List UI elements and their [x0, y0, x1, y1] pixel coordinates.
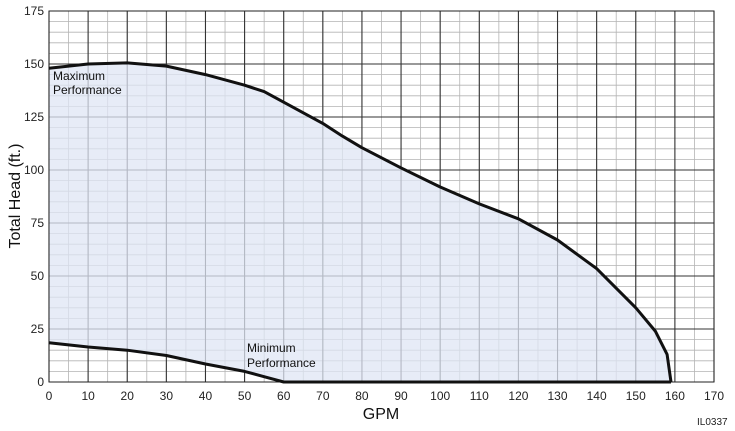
y-tick-label: 50: [31, 269, 45, 283]
y-axis-title: Total Head (ft.): [7, 144, 24, 249]
x-tick-label: 10: [81, 389, 95, 403]
min-performance-label-line2: Performance: [247, 356, 316, 370]
x-tick-label: 20: [121, 389, 135, 403]
y-tick-label: 75: [31, 216, 45, 230]
x-axis-title: GPM: [363, 406, 399, 423]
minimum-performance-curve: [48, 341, 671, 384]
x-tick-label: 140: [587, 389, 607, 403]
max-performance-label-line2: Performance: [53, 83, 122, 97]
x-tick-label: 70: [316, 389, 330, 403]
x-tick-label: 100: [430, 389, 450, 403]
y-tick-label: 150: [24, 57, 44, 71]
y-tick-label: 25: [31, 322, 45, 336]
x-tick-label: 130: [548, 389, 568, 403]
y-tick-label: 175: [24, 4, 44, 18]
x-tick-label: 30: [160, 389, 174, 403]
x-tick-label: 160: [665, 389, 685, 403]
x-tick-label: 170: [704, 389, 724, 403]
max-performance-label-line1: Maximum: [53, 69, 105, 83]
x-tick-labels: 0 10 20 30 40 50 60 70 80 90 100 110 120 130 140 150 160…: [46, 389, 725, 403]
x-tick-label: 50: [238, 389, 252, 403]
x-tick-label: 60: [277, 389, 291, 403]
x-tick-label: 0: [46, 389, 53, 403]
x-tick-label: 90: [394, 389, 408, 403]
y-tick-label: 125: [24, 110, 44, 124]
x-tick-label: 110: [470, 389, 489, 403]
x-tick-label: 150: [626, 389, 646, 403]
y-tick-label: 0: [37, 375, 44, 389]
figure-id: IL0337: [697, 417, 728, 428]
operating-range-fill: [49, 62, 671, 383]
x-tick-label: 120: [508, 389, 528, 403]
x-tick-label: 80: [355, 389, 369, 403]
maximum-performance-curve: [48, 61, 673, 383]
y-tick-labels: 0 25 50 75 100 125 150 175: [24, 4, 44, 389]
x-tick-label: 40: [199, 389, 213, 403]
y-tick-label: 100: [24, 163, 44, 177]
min-performance-label-line1: Minimum: [247, 341, 296, 355]
